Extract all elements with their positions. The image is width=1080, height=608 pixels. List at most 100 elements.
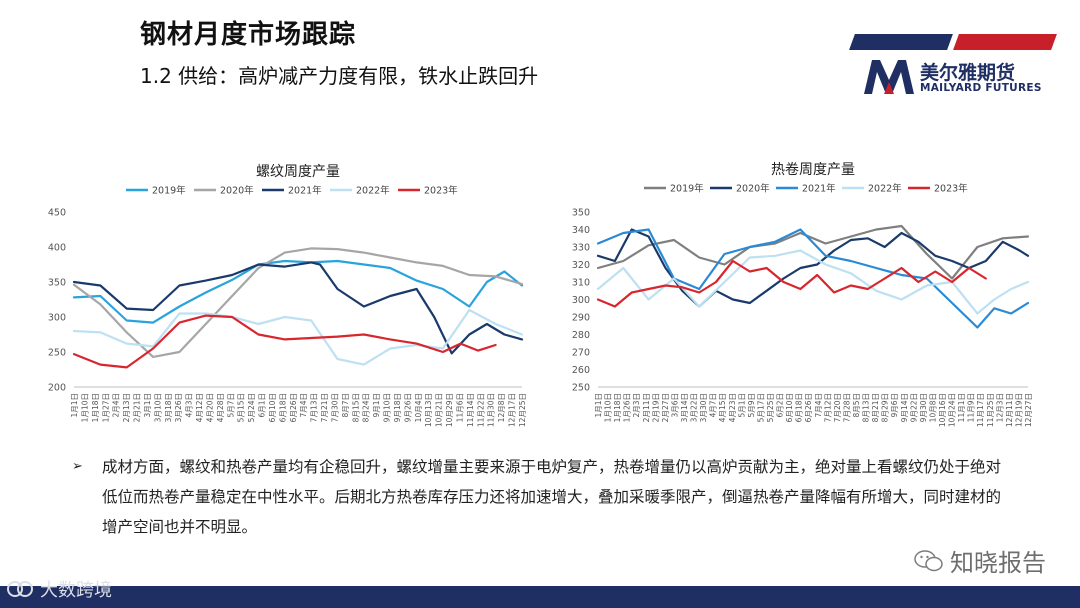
x-tick-label: 7月20日 [833,393,842,422]
mailyard-logo-icon [864,60,914,94]
y-tick-label: 300 [48,313,66,324]
chart-title: 螺纹周度产量 [256,164,340,180]
x-tick-label: 9月18日 [393,393,402,422]
rebar-weekly-output-chart: 螺纹周度产量 2019年 2020年 2021年 2022年 2023年 200 250 300… [30,158,550,454]
brand-stripes [849,34,1058,50]
x-tick-label: 2月21日 [133,393,142,422]
x-tick-label: 8月7日 [341,393,350,418]
x-tick-label: 1月26日 [623,393,632,422]
x-tick-label: 11月9日 [967,393,976,422]
x-tick-label: 12月8日 [497,393,506,422]
y-tick-label: 450 [48,208,66,219]
x-tick-label: 9月10日 [383,393,392,422]
y-tick-label: 400 [48,243,66,254]
x-tick-label: 7月4日 [299,393,308,418]
x-tick-label: 6月2日 [776,393,785,418]
legend-label: 2023年 [934,183,968,195]
chart-title: 热卷周度产量 [771,162,855,178]
series-line [596,259,987,308]
hrc-weekly-output-chart: 热卷周度产量 2019年 2020年 2021年 2022年 2023年 250 260 270… [560,158,1060,454]
x-tick-label: 2月4日 [112,393,121,418]
legend-label: 2021年 [802,183,836,195]
legend-label: 2023年 [424,185,458,197]
x-tick-label: 11月14日 [466,393,475,427]
x-tick-label: 11月25日 [986,393,995,427]
y-tick-label: 320 [572,260,590,271]
y-tick-label: 200 [48,383,66,394]
x-tick-label: 12月3日 [995,393,1004,422]
x-tick-label: 7月30日 [330,393,339,422]
x-tick-label: 11月6日 [455,393,464,422]
x-tick-label: 5月1日 [737,393,746,418]
x-tick-label: 7月21日 [320,393,329,422]
x-tick-label: 2月13日 [122,393,131,422]
x-tick-label: 9月26日 [403,393,412,422]
zhixiao-watermark: 知晓报告 [914,543,1046,578]
x-tick-label: 10月16日 [938,393,947,427]
x-tick-label: 10月13日 [424,393,433,427]
x-tick-label: 10月8日 [928,393,937,422]
x-tick-label: 4月28日 [216,393,225,422]
x-tick-label: 4月23日 [728,393,737,422]
x-tick-label: 6月26日 [804,393,813,422]
series-line [596,224,1030,280]
legend-label: 2019年 [670,183,704,195]
x-tick-label: 3月6日 [670,393,679,418]
brand-stripe-red [953,34,1057,50]
x-tick-label: 1月10日 [80,393,89,422]
x-tick-label: 11月22日 [476,393,485,427]
x-tick-label: 10月4日 [414,393,423,422]
x-tick-label: 9月30日 [919,393,928,422]
x-tick-label: 12月11日 [1005,393,1014,427]
x-tick-label: 5月9日 [747,393,756,418]
y-tick-label: 250 [48,348,66,359]
x-tick-label: 6月10日 [785,393,794,422]
x-tick-label: 10月21日 [435,393,444,427]
y-tick-label: 350 [572,208,590,219]
x-tick-label: 7月4日 [814,393,823,418]
x-tick-label: 2月19日 [651,393,660,422]
footer-bar [0,586,1080,608]
x-tick-label: 4月20日 [205,393,214,422]
x-tick-label: 2月27日 [661,393,670,422]
x-tick-label: 10月29日 [445,393,454,427]
x-tick-label: 12月27日 [1024,393,1033,427]
x-tick-label: 6月1日 [258,393,267,418]
wechat-icon [914,549,943,571]
x-tick-label: 3月18日 [164,393,173,422]
brand-logo: 美尔雅期货 MAILYARD FUTURES [862,58,1062,98]
legend-label: 2021年 [288,185,322,197]
x-tick-label: 5月17日 [756,393,765,422]
x-tick-label: 8月15日 [351,393,360,422]
x-tick-label: 10月24日 [948,393,957,427]
x-tick-label: 12月25日 [518,393,527,427]
x-tick-label: 1月18日 [91,393,100,422]
analysis-bullet: ➢ 成材方面，螺纹和热卷产量均有企稳回升，螺纹增量主要来源于电炉复产，热卷增量仍… [72,452,1014,542]
watermark-text: 知晓报告 [950,549,1046,577]
x-tick-label: 4月12日 [195,393,204,422]
x-tick-label: 4月3日 [185,393,194,418]
y-tick-label: 310 [572,278,590,289]
x-tick-label: 9月14日 [900,393,909,422]
x-tick-label: 11月30日 [487,393,496,427]
dashu-watermark-text: 大数跨境 [40,580,112,601]
legend-label: 2020年 [736,183,770,195]
x-tick-label: 12月17日 [508,393,517,427]
x-tick-label: 1月10日 [604,393,613,422]
x-tick-label: 1月27日 [101,393,110,422]
x-tick-label: 7月12日 [823,393,832,422]
series-line [72,308,524,366]
x-tick-label: 3月26日 [174,393,183,422]
x-tick-label: 2月11日 [642,393,651,422]
x-tick-label: 5月7日 [226,393,235,418]
x-tick-label: 3月30日 [699,393,708,422]
x-tick-label: 1月1日 [70,393,79,418]
x-tick-label: 3月10日 [153,393,162,422]
dashu-watermark: 大数跨境 [6,576,112,602]
x-tick-label: 9月1日 [372,393,381,418]
x-tick-label: 12月19日 [1014,393,1023,427]
y-tick-label: 270 [572,348,590,359]
x-tick-label: 6月18日 [795,393,804,422]
x-tick-label: 7月13日 [310,393,319,422]
x-tick-label: 5月24日 [247,393,256,422]
